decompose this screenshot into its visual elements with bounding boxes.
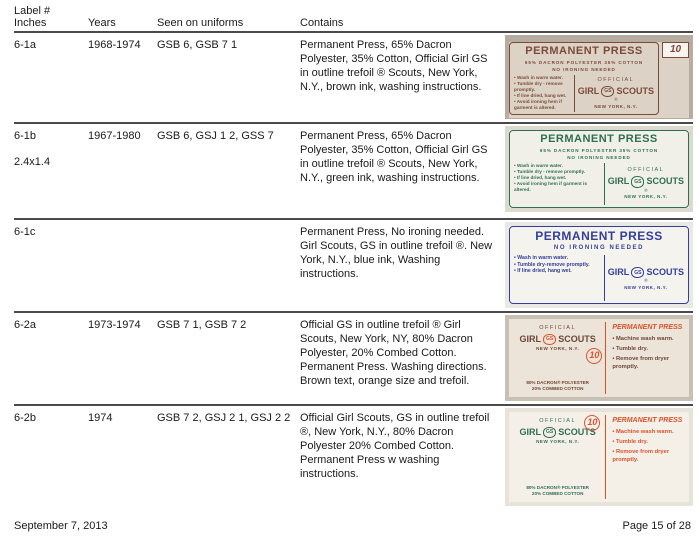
fiber-content: 80% DACRON® POLYESTER 20% COMBED COTTON [526, 485, 590, 497]
tag-title: PERMANENT PRESS [535, 229, 663, 243]
label-photo-frame: 10 PERMANENT PRESS 65% DACRON POLYESTER … [505, 35, 693, 119]
header-contains: Contains [300, 17, 344, 29]
tag-title: PERMANENT PRESS [525, 45, 643, 57]
table-row: 6-2a 1973-1974 GSB 7 1, GSB 7 2 Official… [14, 313, 693, 406]
care-instructions: PERMANENT PRESS Machine wash warm. Tumbl… [607, 322, 687, 394]
registered-mark: ® [644, 278, 648, 284]
gs-trefoil-icon: GS [543, 333, 557, 346]
label-photo-frame: PERMANENT PRESS NO IRONING NEEDED Wash i… [505, 222, 693, 308]
label-number: 6-1c [14, 226, 36, 238]
uniform-label: OFFICIAL GIRL GS SCOUTS NEW YORK, N.Y. 10 … [509, 412, 689, 502]
size-badge: 10 [584, 415, 601, 431]
size-tab: 10 [662, 42, 689, 58]
divider [603, 162, 605, 205]
header-seen-on: Seen on uniforms [157, 17, 244, 29]
footer-page-number: Page 15 of 28 [622, 520, 691, 532]
tag-no-ironing: NO IRONING NEEDED [552, 66, 616, 72]
label-photo-frame: PERMANENT PRESS 65% DACRON POLYESTER 35%… [505, 126, 693, 212]
contains-description: Official Girl Scouts, GS in outline tref… [300, 412, 490, 480]
table-row: 6-2b 1974 GSB 7 2, GSJ 2 1, GSJ 2 2 Offi… [14, 406, 693, 509]
table-header: Label # Inches Years Seen on uniforms Co… [14, 5, 693, 33]
tag-no-ironing: NO IRONING NEEDED [553, 245, 645, 252]
fiber-content: 80% DACRON® POLYESTER 20% COMBED COTTON [526, 380, 590, 392]
divider [603, 254, 605, 301]
contains-description: Permanent Press, No ironing needed. Girl… [300, 226, 493, 280]
table-row: 6-1b 2.4x1.4 1967-1980 GSB 6, GSJ 1 2, G… [14, 124, 693, 220]
years: 1967-1980 [88, 130, 141, 142]
brand-block: GIRL GS SCOUTS ® NEW YORK, N.Y. [607, 267, 684, 290]
seen-on-uniforms: GSB 7 1, GSB 7 2 [157, 319, 247, 331]
registered-mark: ® [614, 97, 618, 103]
label-number: 6-2a [14, 319, 37, 331]
divider [605, 322, 607, 394]
uniform-label: 10 PERMANENT PRESS 65% DACRON POLYESTER … [509, 42, 689, 118]
brand-block: OFFICIAL GIRL GS SCOUTS NEW YORK, N.Y. 10 … [511, 415, 604, 499]
tag-no-ironing: NO IRONING NEEDED [567, 154, 631, 160]
gs-trefoil-icon: GS [543, 426, 557, 439]
size-badge: 10 [586, 348, 603, 364]
years: 1973-1974 [88, 319, 141, 331]
label-number: 6-2b [14, 412, 37, 424]
care-instructions: Wash in warm water. Tumble dry - remove … [514, 163, 601, 205]
brand-block: OFFICIAL GIRL GS SCOUTS ® NEW YORK, N.Y. [577, 76, 654, 109]
city-line: NEW YORK, N.Y. [594, 103, 638, 109]
seen-on-uniforms [157, 220, 300, 311]
gs-trefoil-icon: GS [601, 85, 615, 98]
tag-title: PERMANENT PRESS [540, 133, 658, 145]
uniform-label: OFFICIAL GIRL GS SCOUTS NEW YORK, N.Y. 10 … [509, 319, 689, 397]
seen-on-uniforms: GSB 7 2, GSJ 2 1, GSJ 2 2 [157, 412, 291, 424]
label-photo-frame: OFFICIAL GIRL GS SCOUTS NEW YORK, N.Y. 10 … [505, 315, 693, 401]
years: 1968-1974 [88, 39, 141, 51]
care-instructions: Wash in warm water. Tumble dry-remove pr… [514, 255, 601, 301]
label-border-box: PERMANENT PRESS NO IRONING NEEDED Wash i… [509, 226, 689, 304]
divider [573, 74, 575, 112]
tag-fiber-content: 65% DACRON POLYESTER 35% COTTON [539, 147, 659, 153]
label-border-box: PERMANENT PRESS 65% DACRON POLYESTER 35%… [509, 130, 689, 208]
city-line: NEW YORK, N.Y. [624, 284, 668, 290]
registered-mark: ® [644, 187, 648, 193]
gs-trefoil-icon: GS [631, 176, 645, 188]
divider [605, 415, 607, 499]
seen-on-uniforms: GSB 6, GSJ 1 2, GSS 7 [157, 130, 274, 142]
label-number: 6-1b [14, 130, 37, 142]
city-line: NEW YORK, N.Y. [624, 194, 668, 200]
footer-date: September 7, 2013 [14, 520, 108, 532]
contains-description: Permanent Press, 65% Dacron Polyester, 3… [300, 39, 488, 93]
city-line: NEW YORK, N.Y. [536, 439, 580, 445]
label-border-box: PERMANENT PRESS 65% DACRON POLYESTER 35%… [509, 42, 659, 115]
label-photo-frame: OFFICIAL GIRL GS SCOUTS NEW YORK, N.Y. 10 … [505, 408, 693, 506]
brand-block: OFFICIAL GIRL GS SCOUTS ® NEW YORK, N.Y. [607, 167, 684, 200]
permanent-press-title: PERMANENT PRESS [612, 417, 683, 424]
contains-description: Official GS in outline trefoil ® Girl Sc… [300, 319, 487, 387]
table-row: 6-1c Permanent Press, No ironing needed.… [14, 220, 693, 313]
label-inches: 2.4x1.4 [14, 155, 51, 168]
care-instructions: PERMANENT PRESS Machine wash warm. Tumbl… [607, 415, 687, 499]
years [88, 220, 157, 311]
uniform-label: PERMANENT PRESS 65% DACRON POLYESTER 35%… [509, 130, 689, 208]
care-instructions: Wash in warm water. Tumble dry - remove … [514, 75, 571, 112]
header-label-inches: Label # Inches [14, 5, 51, 29]
seen-on-uniforms: GSB 6, GSB 7 1 [157, 39, 238, 51]
header-years: Years [88, 17, 116, 29]
page-footer: September 7, 2013 Page 15 of 28 [14, 520, 693, 532]
tag-fiber-content: 65% DACRON POLYESTER 35% COTTON [524, 59, 644, 65]
permanent-press-title: PERMANENT PRESS [612, 324, 683, 331]
uniform-label: PERMANENT PRESS NO IRONING NEEDED Wash i… [509, 226, 689, 304]
brand-block: OFFICIAL GIRL GS SCOUTS NEW YORK, N.Y. 10 … [511, 322, 604, 394]
gs-trefoil-icon: GS [631, 267, 645, 279]
years: 1974 [88, 412, 113, 424]
contains-description: Permanent Press, 65% Dacron Polyester, 3… [300, 130, 488, 184]
city-line: NEW YORK, N.Y. [536, 346, 580, 352]
label-number: 6-1a [14, 39, 37, 51]
table-row: 6-1a 1968-1974 GSB 6, GSB 7 1 Permanent … [14, 33, 693, 124]
